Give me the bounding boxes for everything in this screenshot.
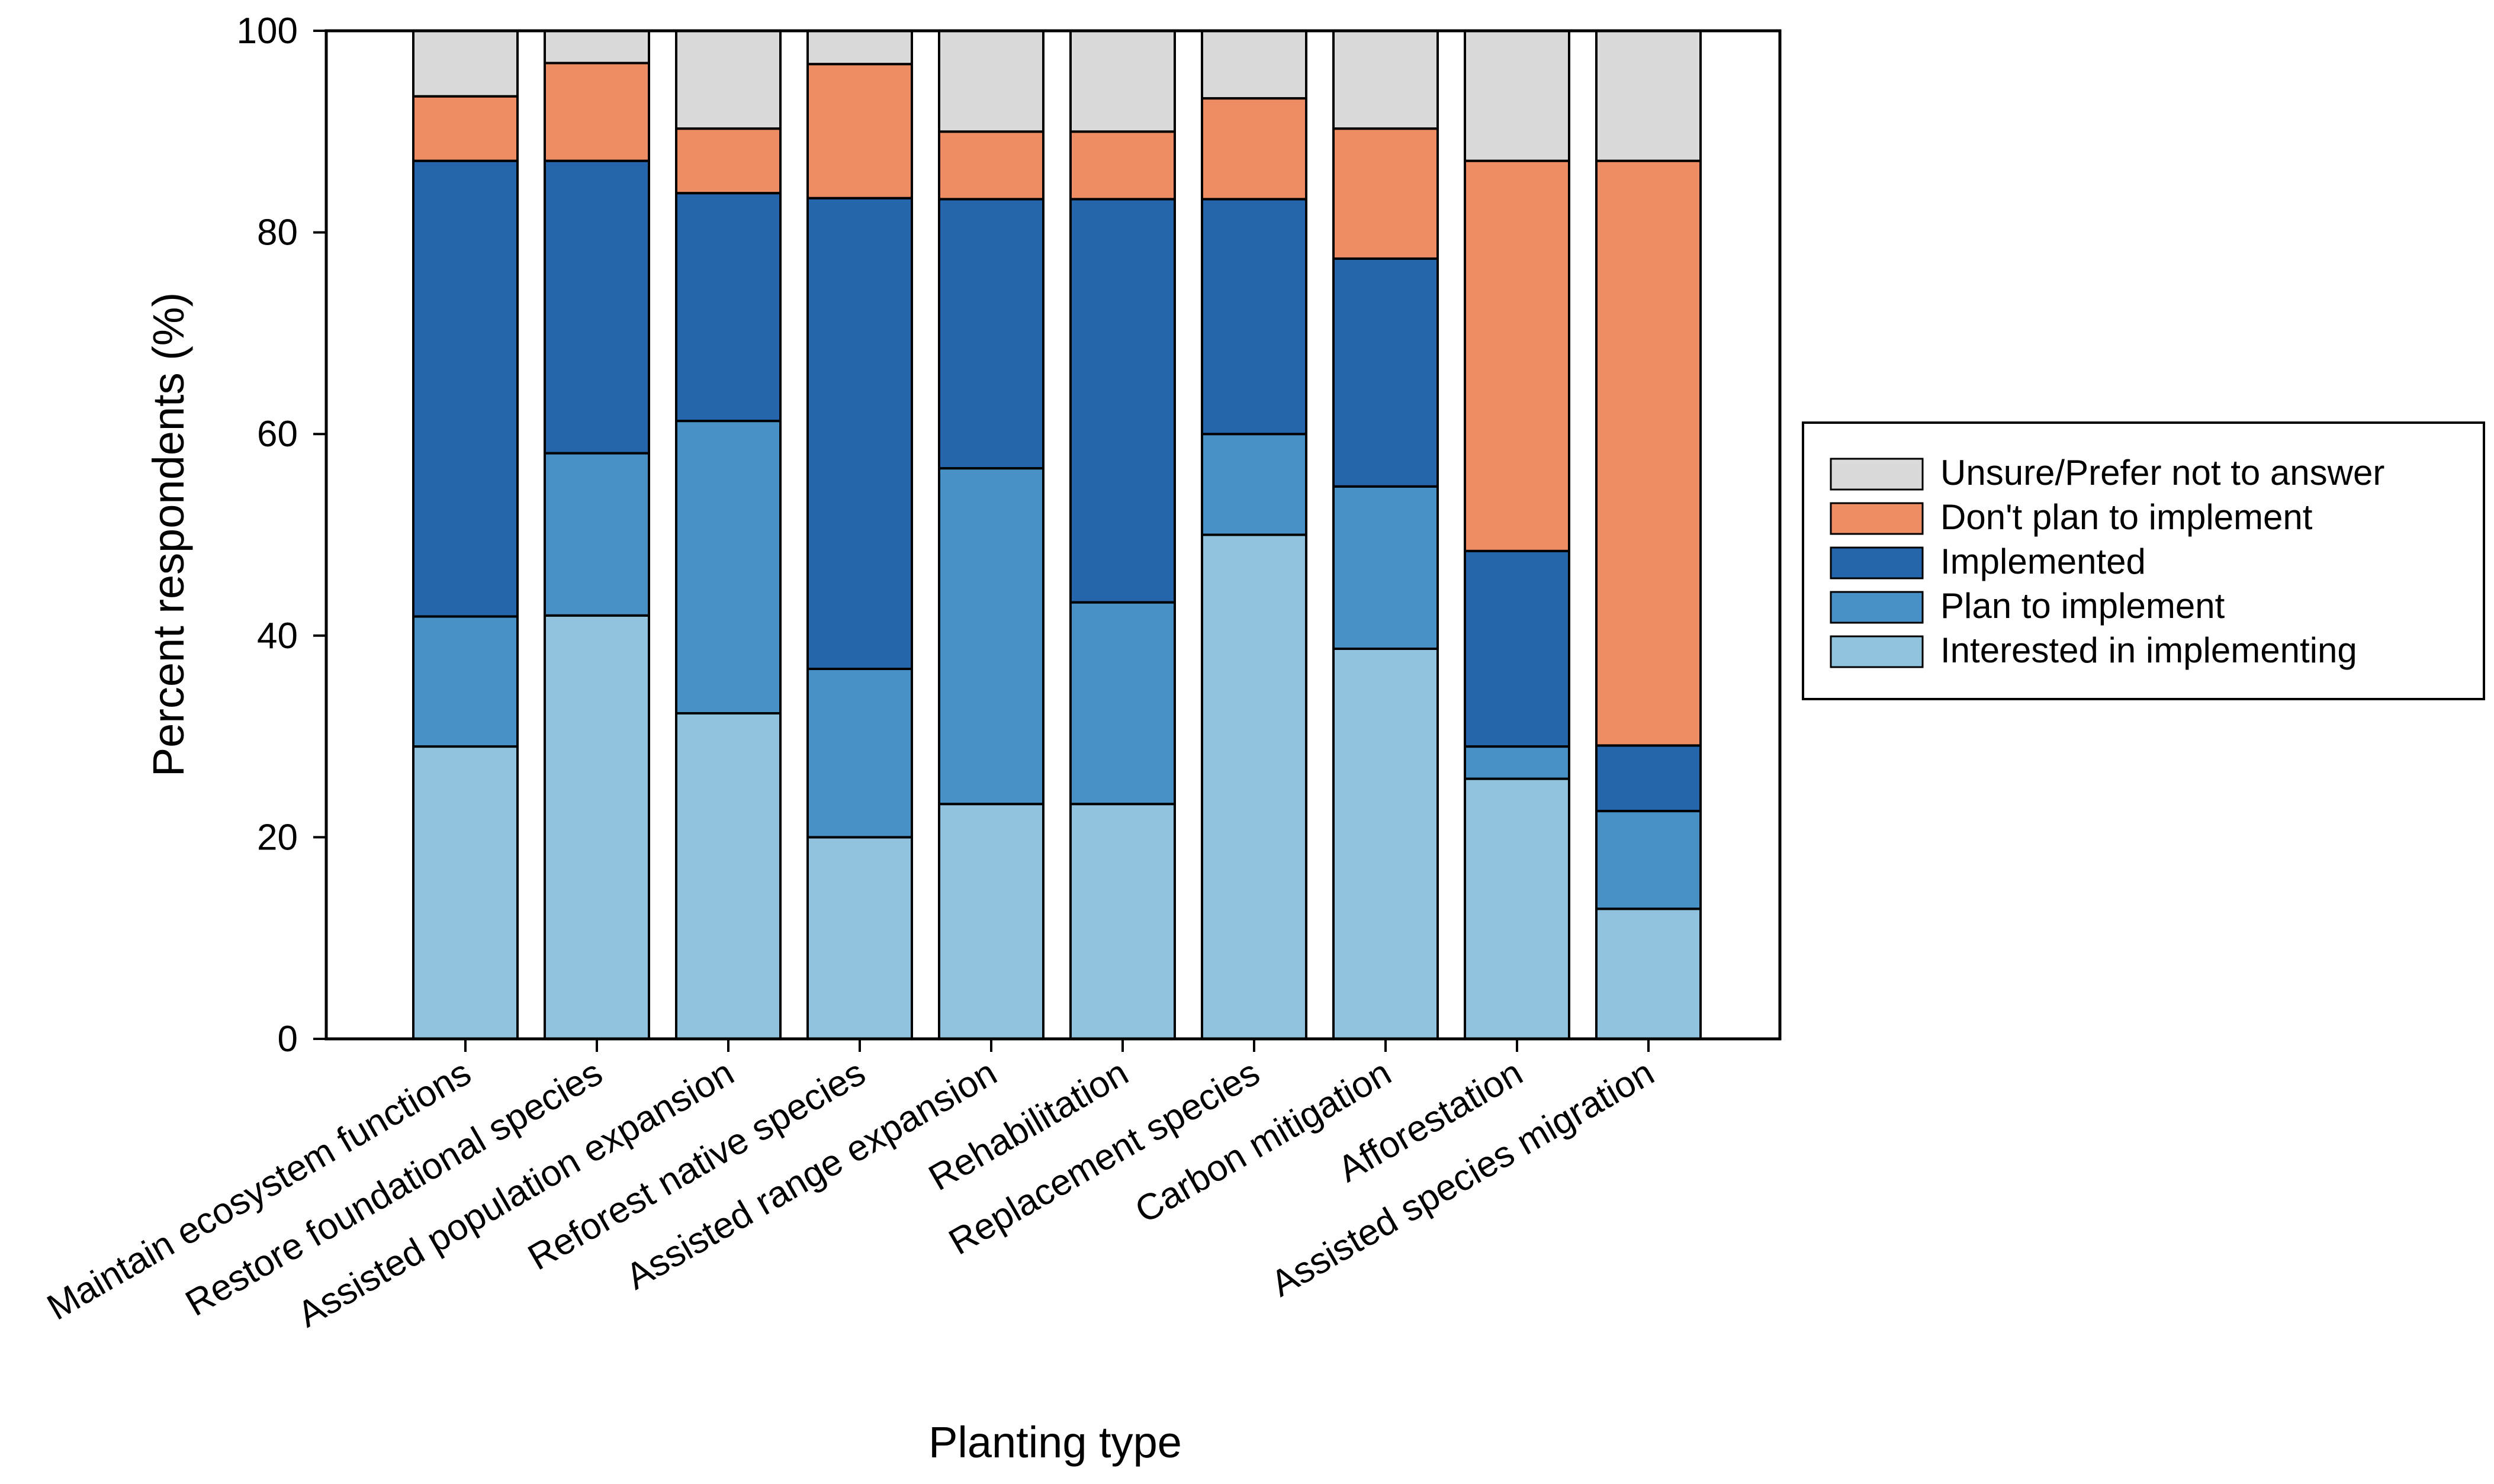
- y-axis-title: Percent respondents (%): [144, 292, 193, 777]
- bar-maintain-ecosystem-functions-don-t-plan-to-implement: [412, 95, 519, 162]
- bar-restore-foundational-species-unsure-prefer-not-to-answer: [544, 30, 650, 65]
- legend-label-unsure-prefer-not-to-answer: Unsure/Prefer not to answer: [1940, 453, 2384, 492]
- legend: Unsure/Prefer not to answer Don't plan to…: [1802, 421, 2485, 700]
- bar-restore-foundational-species-implemented: [544, 159, 650, 455]
- x-axis-title: Planting type: [928, 1418, 1182, 1467]
- bar-rehabilitation-plan-to-implement: [1069, 601, 1176, 806]
- y-axis: 0 20 40 60 80 100: [237, 11, 326, 1060]
- bar-afforestation-plan-to-implement: [1464, 745, 1570, 780]
- bar-restore-foundational-species-plan-to-implement: [544, 452, 650, 617]
- bar-replacement-species-don-t-plan-to-implement: [1201, 97, 1307, 201]
- y-tick-label: 0: [278, 1019, 298, 1060]
- bar-reforest-native-species-unsure-prefer-not-to-answer: [806, 30, 913, 66]
- bar-assisted-population-expansion-implemented: [675, 192, 782, 423]
- bar-reforest-native-species-implemented: [806, 197, 913, 670]
- bar-replacement-species-interested-in-implementing: [1201, 533, 1307, 1040]
- bar-assisted-population-expansion-don-t-plan-to-implement: [675, 127, 782, 195]
- y-tick-label: 100: [237, 11, 298, 51]
- bar-assisted-range-expansion-interested-in-implementing: [938, 803, 1044, 1040]
- y-tick-label: 60: [257, 414, 298, 455]
- bar-restore-foundational-species-interested-in-implementing: [544, 614, 650, 1040]
- y-tick-label: 40: [257, 616, 298, 656]
- bar-rehabilitation-interested-in-implementing: [1069, 803, 1176, 1040]
- legend-swatch-plan-to-implement: [1830, 591, 1924, 624]
- bar-assisted-species-migration-interested-in-implementing: [1595, 907, 1702, 1041]
- bar-replacement-species-implemented: [1201, 198, 1307, 436]
- bar-reforest-native-species-interested-in-implementing: [806, 836, 913, 1041]
- bar-assisted-species-migration-implemented: [1595, 744, 1702, 813]
- bar-maintain-ecosystem-functions-unsure-prefer-not-to-answer: [412, 30, 519, 98]
- bar-assisted-range-expansion-unsure-prefer-not-to-answer: [938, 30, 1044, 133]
- bar-maintain-ecosystem-functions-interested-in-implementing: [412, 745, 519, 1040]
- plot-frame: [324, 29, 1782, 1041]
- legend-swatch-interested-in-implementing: [1830, 635, 1924, 668]
- bar-carbon-mitigation-implemented: [1332, 257, 1439, 488]
- bar-assisted-population-expansion-plan-to-implement: [675, 420, 782, 714]
- legend-label-plan-to-implement: Plan to implement: [1940, 586, 2225, 626]
- bar-carbon-mitigation-unsure-prefer-not-to-answer: [1332, 30, 1439, 130]
- bar-assisted-population-expansion-interested-in-implementing: [675, 712, 782, 1040]
- bar-assisted-range-expansion-plan-to-implement: [938, 467, 1044, 806]
- legend-label-implemented: Implemented: [1940, 542, 2146, 581]
- bar-replacement-species-plan-to-implement: [1201, 433, 1307, 536]
- legend-swatch-don-t-plan-to-implement: [1830, 502, 1924, 535]
- bar-afforestation-unsure-prefer-not-to-answer: [1464, 30, 1570, 162]
- bar-assisted-species-migration-unsure-prefer-not-to-answer: [1595, 30, 1702, 162]
- bar-afforestation-interested-in-implementing: [1464, 777, 1570, 1040]
- bar-assisted-population-expansion-unsure-prefer-not-to-answer: [675, 30, 782, 130]
- bar-assisted-range-expansion-implemented: [938, 198, 1044, 470]
- legend-label-interested-in-implementing: Interested in implementing: [1940, 630, 2357, 670]
- bar-restore-foundational-species-don-t-plan-to-implement: [544, 62, 650, 162]
- bar-replacement-species-unsure-prefer-not-to-answer: [1201, 30, 1307, 100]
- legend-swatch-implemented: [1830, 546, 1924, 580]
- bar-carbon-mitigation-plan-to-implement: [1332, 485, 1439, 650]
- bar-maintain-ecosystem-functions-plan-to-implement: [412, 615, 519, 748]
- y-tick-label: 80: [257, 213, 298, 253]
- bar-assisted-species-migration-plan-to-implement: [1595, 810, 1702, 910]
- bar-afforestation-don-t-plan-to-implement: [1464, 159, 1570, 552]
- legend-swatch-unsure-prefer-not-to-answer: [1830, 458, 1924, 491]
- bars-layer: [412, 30, 1702, 1041]
- bar-rehabilitation-unsure-prefer-not-to-answer: [1069, 30, 1176, 133]
- bar-maintain-ecosystem-functions-implemented: [412, 159, 519, 618]
- bar-afforestation-implemented: [1464, 549, 1570, 748]
- legend-label-don-t-plan-to-implement: Don't plan to implement: [1940, 497, 2313, 537]
- bar-carbon-mitigation-interested-in-implementing: [1332, 647, 1439, 1040]
- bar-rehabilitation-don-t-plan-to-implement: [1069, 130, 1176, 201]
- bar-rehabilitation-implemented: [1069, 198, 1176, 604]
- bar-reforest-native-species-plan-to-implement: [806, 668, 913, 839]
- bar-carbon-mitigation-don-t-plan-to-implement: [1332, 127, 1439, 260]
- bar-assisted-range-expansion-don-t-plan-to-implement: [938, 130, 1044, 201]
- y-tick-label: 20: [257, 817, 298, 858]
- bar-reforest-native-species-don-t-plan-to-implement: [806, 63, 913, 199]
- bar-assisted-species-migration-don-t-plan-to-implement: [1595, 159, 1702, 747]
